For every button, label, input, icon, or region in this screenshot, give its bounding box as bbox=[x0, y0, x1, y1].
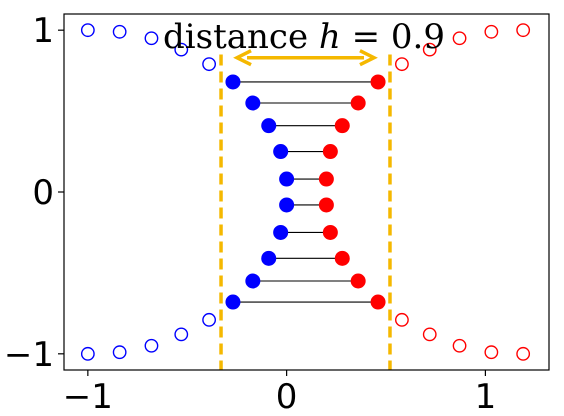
points bbox=[80, 23, 531, 361]
annotation: distance h = 0.9 bbox=[163, 17, 445, 57]
filled-point-s4-6 bbox=[318, 197, 334, 213]
guide-lines bbox=[219, 49, 392, 370]
open-point-s2-9 bbox=[422, 327, 437, 342]
open-point-s1-2 bbox=[112, 24, 127, 39]
open-point-s2-7 bbox=[484, 345, 499, 360]
filled-point-s3-4 bbox=[273, 144, 289, 160]
filled-point-s3-3 bbox=[261, 118, 277, 134]
filled-point-s3-6 bbox=[279, 197, 295, 213]
open-point-s2-2 bbox=[422, 42, 437, 57]
open-point-s1-6 bbox=[202, 312, 217, 327]
filled-point-s4-4 bbox=[322, 144, 338, 160]
open-point-s2-5 bbox=[516, 23, 531, 38]
filled-point-s4-9 bbox=[350, 273, 366, 289]
open-point-s1-10 bbox=[80, 346, 95, 361]
x-tick-label-2: 0 bbox=[276, 377, 298, 416]
filled-point-s4-2 bbox=[350, 95, 366, 111]
open-point-s1-1 bbox=[80, 23, 95, 38]
open-point-s1-8 bbox=[144, 338, 159, 353]
y-tick-label-1: 1 bbox=[32, 11, 54, 51]
filled-point-s4-1 bbox=[370, 74, 386, 90]
open-point-s1-7 bbox=[174, 327, 189, 342]
open-point-s2-3 bbox=[452, 31, 467, 46]
open-point-s2-8 bbox=[452, 338, 467, 353]
filled-point-s3-7 bbox=[273, 224, 289, 240]
open-point-s2-1 bbox=[395, 57, 409, 72]
filled-point-s3-1 bbox=[225, 74, 241, 90]
filled-point-s3-2 bbox=[245, 95, 261, 111]
open-point-s1-5 bbox=[202, 57, 217, 72]
distance-arrow-left-head bbox=[233, 49, 252, 67]
pair-lines bbox=[232, 81, 379, 303]
open-point-s2-10 bbox=[395, 312, 409, 327]
filled-point-s4-3 bbox=[334, 118, 350, 134]
filled-point-s3-8 bbox=[261, 250, 277, 266]
distance-arrow-right-head bbox=[359, 49, 378, 67]
filled-point-s3-9 bbox=[245, 273, 261, 289]
open-point-s2-4 bbox=[484, 24, 499, 39]
filled-point-s4-5 bbox=[318, 171, 334, 187]
filled-point-s4-7 bbox=[322, 224, 338, 240]
open-point-s1-4 bbox=[174, 42, 189, 57]
annotation-label: distance h = 0.9 bbox=[163, 17, 445, 57]
ticks: −1 0 1 1 0 −1 bbox=[4, 11, 496, 416]
open-point-s1-3 bbox=[144, 31, 159, 46]
filled-point-s3-10 bbox=[225, 294, 241, 310]
y-tick-label-2: 0 bbox=[32, 173, 54, 213]
filled-point-s4-10 bbox=[370, 294, 386, 310]
x-tick-label-1: −1 bbox=[63, 377, 113, 416]
open-point-s2-6 bbox=[516, 346, 531, 361]
filled-point-s4-8 bbox=[334, 250, 350, 266]
plot-frame bbox=[63, 13, 550, 371]
x-tick-label-3: 1 bbox=[475, 377, 497, 416]
filled-point-s3-5 bbox=[279, 171, 295, 187]
open-point-s1-9 bbox=[112, 345, 127, 360]
y-tick-label-3: −1 bbox=[4, 335, 54, 375]
